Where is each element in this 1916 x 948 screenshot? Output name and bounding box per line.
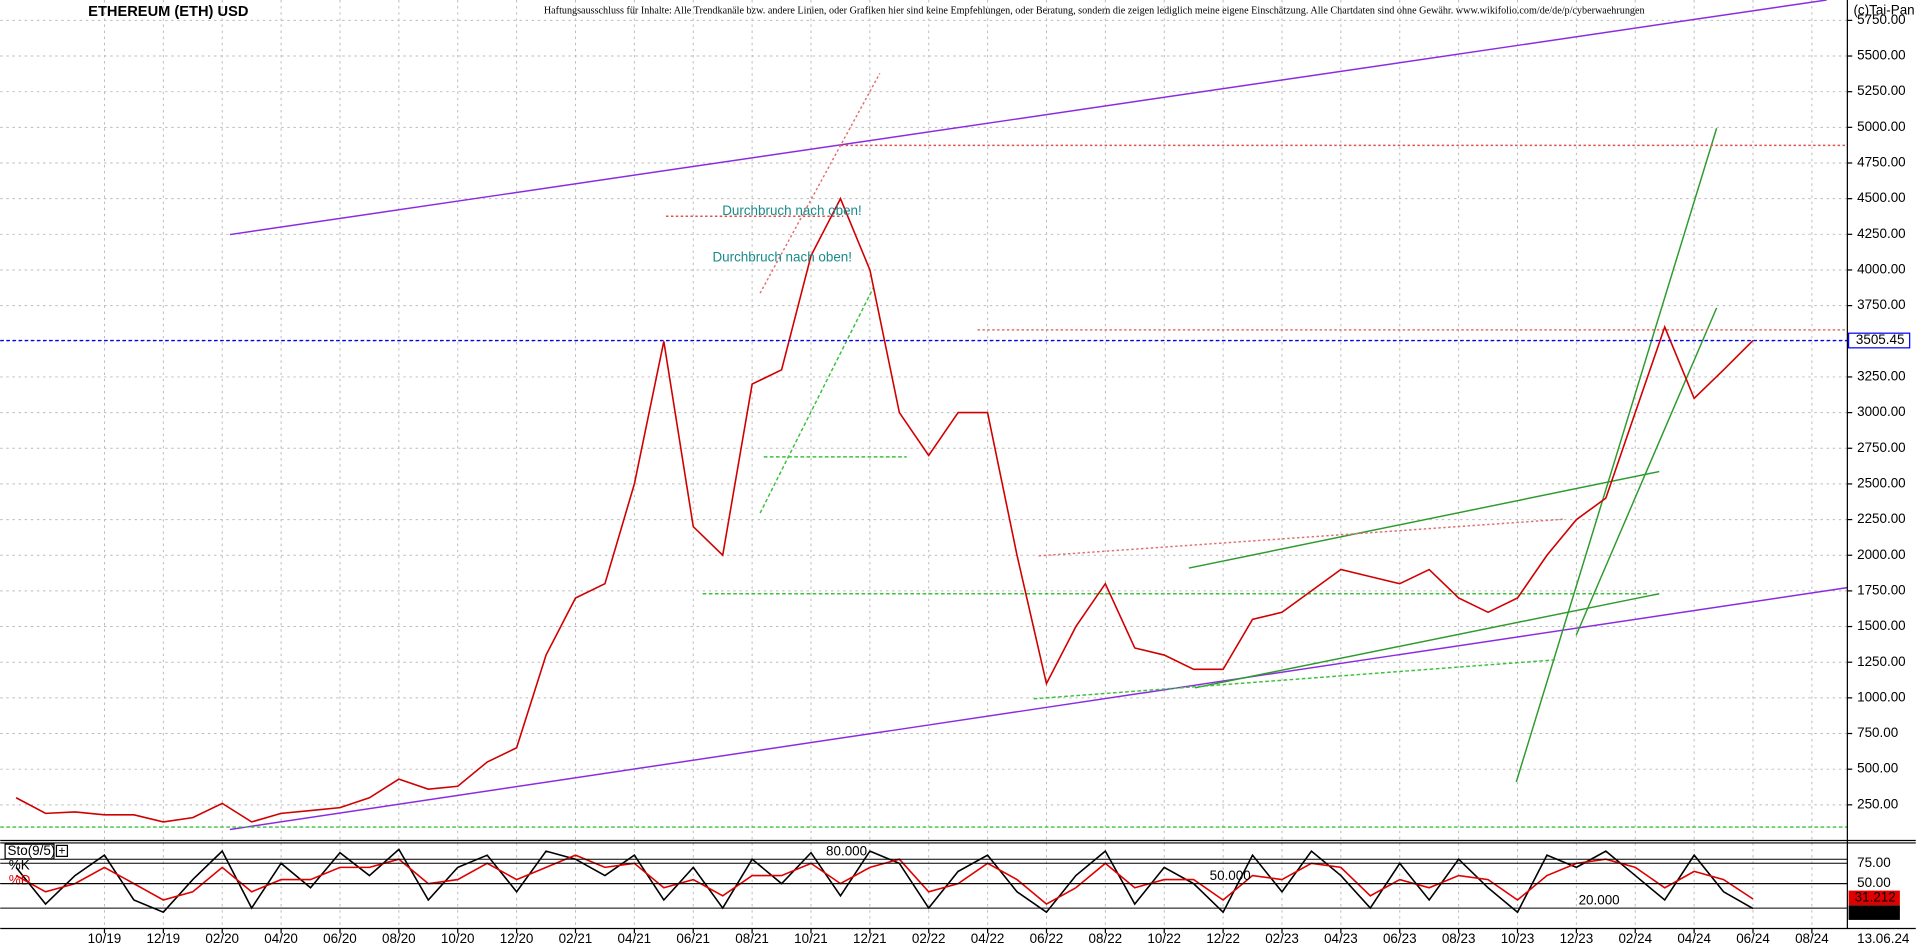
x-tick-label: 02/24 xyxy=(1618,931,1652,946)
data-line xyxy=(15,196,1754,823)
y-tick-label: 1500.00 xyxy=(1857,618,1906,633)
y-tick-label: 4000.00 xyxy=(1857,262,1906,277)
chart-title: ETHEREUM (ETH) USD xyxy=(88,4,248,20)
last-price-label: 3505.45 xyxy=(1856,332,1905,347)
y-tick-label: 2000.00 xyxy=(1857,547,1906,562)
x-tick-label: 08/24 xyxy=(1795,931,1829,946)
x-tick-label: 02/21 xyxy=(559,931,593,946)
y-tick-label: 4750.00 xyxy=(1857,155,1906,170)
trend-lines xyxy=(0,0,1848,831)
x-tick-label: 10/20 xyxy=(441,931,475,946)
y-tick-label: 2750.00 xyxy=(1857,440,1906,455)
y-tick-label: 1750.00 xyxy=(1857,582,1906,597)
y-tick-label: 750.00 xyxy=(1857,725,1898,740)
last-value-label: 31.212 xyxy=(1855,889,1896,904)
trend-line xyxy=(229,586,1848,831)
y-tick-label: 3250.00 xyxy=(1857,368,1906,383)
x-tick-label: 10/23 xyxy=(1501,931,1535,946)
x-tick-label: 08/23 xyxy=(1442,931,1476,946)
x-tick-label: 12/23 xyxy=(1560,931,1594,946)
x-tick-label: 06/24 xyxy=(1736,931,1770,946)
expand-icon[interactable]: + xyxy=(58,844,65,858)
x-tick-label: 06/21 xyxy=(676,931,710,946)
level-label: 80.000 xyxy=(826,843,867,858)
y-tick-label: 5500.00 xyxy=(1857,48,1906,63)
y-tick-label: 5250.00 xyxy=(1857,83,1906,98)
trend-line xyxy=(1515,128,1718,783)
annotation: Durchbruch nach oben! xyxy=(722,203,862,218)
x-tick-label: 02/22 xyxy=(912,931,946,946)
trend-line xyxy=(1575,307,1718,636)
disclaimer: Haftungsausschluss für Inhalte: Alle Tre… xyxy=(544,5,1645,17)
y-tick-label: 3000.00 xyxy=(1857,404,1906,419)
x-tick-label: 12/19 xyxy=(147,931,181,946)
x-tick-label: 12/20 xyxy=(500,931,534,946)
y-tick-label: 50.00 xyxy=(1857,875,1891,890)
trend-line xyxy=(759,286,875,514)
last-value-box xyxy=(1848,890,1900,906)
y-tick-label: 500.00 xyxy=(1857,761,1898,776)
x-tick-label: 04/21 xyxy=(618,931,652,946)
y-tick-label: 3750.00 xyxy=(1857,297,1906,312)
expand-button[interactable] xyxy=(55,844,69,857)
trend-line xyxy=(1194,593,1660,689)
x-tick-label: 06/22 xyxy=(1030,931,1064,946)
y-tick-label: 4250.00 xyxy=(1857,226,1906,241)
last-value-box xyxy=(1848,905,1900,920)
x-tick-label: 10/22 xyxy=(1147,931,1181,946)
y-tick-label: 2500.00 xyxy=(1857,475,1906,490)
x-tick-label: 04/20 xyxy=(264,931,298,946)
y-tick-label: 5000.00 xyxy=(1857,119,1906,134)
x-tick-label: 12/22 xyxy=(1206,931,1240,946)
date-label: 13.06.24 xyxy=(1857,931,1910,946)
last-price-box xyxy=(1847,332,1911,349)
grid xyxy=(0,0,1848,929)
legend-label: %D xyxy=(9,872,31,887)
indicator-title: Sto(9/5) xyxy=(8,843,56,858)
trend-line xyxy=(229,0,1827,236)
trend-line xyxy=(1033,658,1558,700)
x-tick-label: 08/20 xyxy=(382,931,416,946)
legend-label: %K xyxy=(9,858,30,873)
y-tick-label: 4500.00 xyxy=(1857,190,1906,205)
x-tick-label: 08/22 xyxy=(1089,931,1123,946)
x-tick-label: 04/23 xyxy=(1324,931,1358,946)
x-tick-label: 10/19 xyxy=(88,931,122,946)
x-tick-label: 02/23 xyxy=(1265,931,1299,946)
level-label: 50.000 xyxy=(1210,868,1251,883)
x-tick-label: 04/24 xyxy=(1677,931,1711,946)
y-tick-label: 75.00 xyxy=(1857,855,1891,870)
source: (c)Tai-Pan xyxy=(1853,3,1914,18)
x-tick-label: 10/21 xyxy=(794,931,828,946)
y-tick-label: 1000.00 xyxy=(1857,689,1906,704)
x-tick-label: 08/21 xyxy=(735,931,769,946)
x-tick-label: 02/20 xyxy=(205,931,239,946)
x-tick-label: 06/20 xyxy=(323,931,357,946)
y-tick-label: 1250.00 xyxy=(1857,654,1906,669)
trend-line xyxy=(1188,470,1660,569)
y-tick-label: 5750.00 xyxy=(1857,12,1906,27)
y-tick-label: 2250.00 xyxy=(1857,511,1906,526)
y-tick-label: 250.00 xyxy=(1857,796,1898,811)
x-tick-label: 06/23 xyxy=(1383,931,1417,946)
x-tick-label: 04/22 xyxy=(971,931,1005,946)
last-value-label: 19.443 xyxy=(1855,904,1896,919)
level-label: 20.000 xyxy=(1579,892,1620,907)
annotation: Durchbruch nach oben! xyxy=(712,249,852,264)
x-tick-label: 12/21 xyxy=(853,931,887,946)
